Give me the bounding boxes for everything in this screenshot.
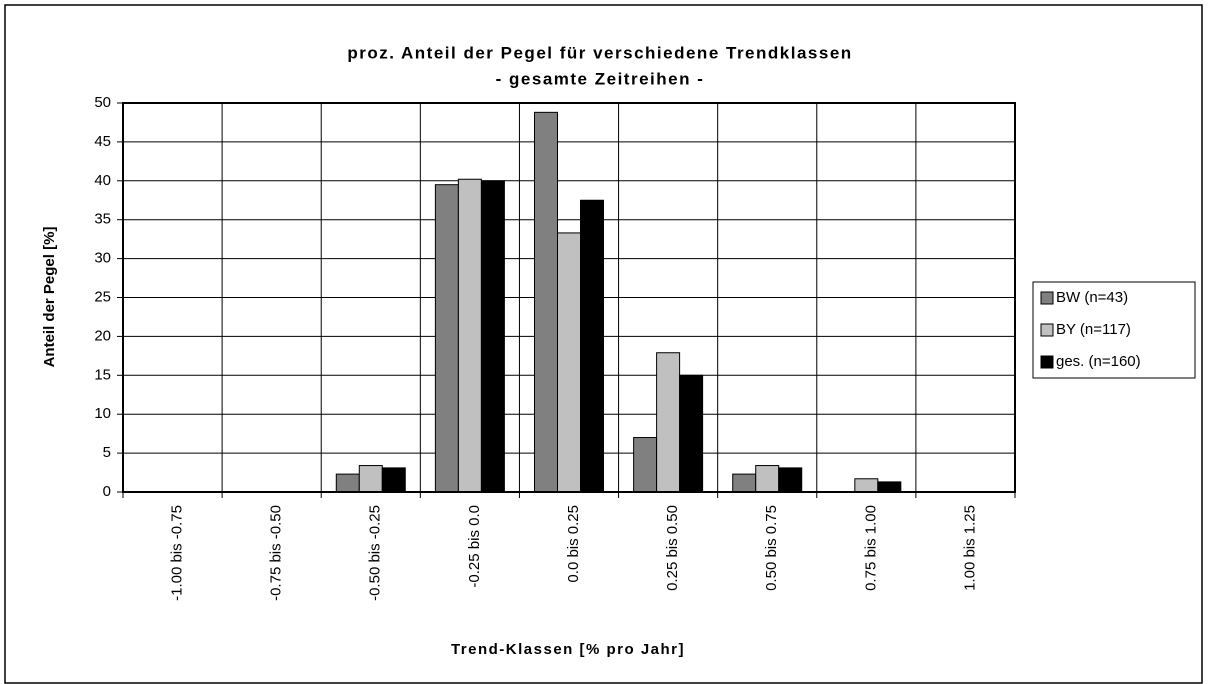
x-tick-label: -0.75 bis -0.50: [268, 505, 285, 601]
chart-title: proz. Anteil der Pegel für verschiedene …: [347, 43, 852, 62]
x-tick-label: -0.50 bis -0.25: [367, 505, 384, 601]
legend-label: BY (n=117): [1056, 321, 1131, 338]
bar: [778, 467, 803, 493]
bar: [457, 178, 482, 493]
bar: [633, 437, 658, 493]
x-tick-label: -0.25 bis 0.0: [466, 505, 483, 588]
y-tick-label: 25: [94, 288, 111, 305]
bar: [732, 473, 757, 493]
y-tick-label: 10: [94, 405, 111, 422]
legend-swatch: [1040, 355, 1054, 369]
y-axis-label: Anteil der Pegel [%]: [41, 227, 58, 368]
legend-label: ges. (n=160): [1056, 353, 1141, 370]
chart-subtitle: - gesamte Zeitreihen -: [496, 69, 705, 88]
bar: [534, 111, 558, 493]
x-tick-label: -1.00 bis -0.75: [169, 505, 186, 601]
bar: [656, 352, 681, 493]
y-tick-label: 45: [94, 133, 111, 150]
bar: [480, 180, 505, 493]
legend-label: BW (n=43): [1056, 289, 1128, 306]
y-tick-label: 40: [94, 172, 111, 189]
x-tick-label: 0.50 bis 0.75: [763, 505, 780, 591]
legend-swatch: [1040, 291, 1054, 305]
bar: [854, 478, 879, 493]
y-tick-label: 30: [94, 250, 111, 267]
legend-box: [1032, 281, 1196, 379]
bar: [335, 473, 360, 493]
x-tick-label: 0.75 bis 1.00: [862, 505, 879, 591]
y-tick-label: 15: [94, 366, 111, 383]
x-axis-label: Trend-Klassen [% pro Jahr]: [451, 641, 685, 658]
y-tick-label: 20: [94, 327, 111, 344]
x-tick-label: 0.25 bis 0.50: [664, 505, 681, 591]
y-tick-label: 35: [94, 211, 111, 228]
bar: [755, 465, 780, 493]
plot-frame: [122, 102, 1016, 493]
y-tick-label: 5: [103, 444, 111, 461]
bar: [679, 374, 704, 493]
bar: [381, 467, 406, 493]
x-tick-label: 1.00 bis 1.25: [961, 505, 978, 591]
bar: [580, 199, 604, 493]
y-tick-label: 50: [94, 94, 111, 111]
x-tick-label: 0.0 bis 0.25: [565, 505, 582, 583]
bar: [557, 232, 581, 493]
legend-swatch: [1040, 323, 1054, 337]
y-tick-label: 0: [103, 483, 111, 500]
bar: [877, 481, 902, 493]
bar: [358, 465, 383, 493]
bar: [434, 184, 459, 493]
